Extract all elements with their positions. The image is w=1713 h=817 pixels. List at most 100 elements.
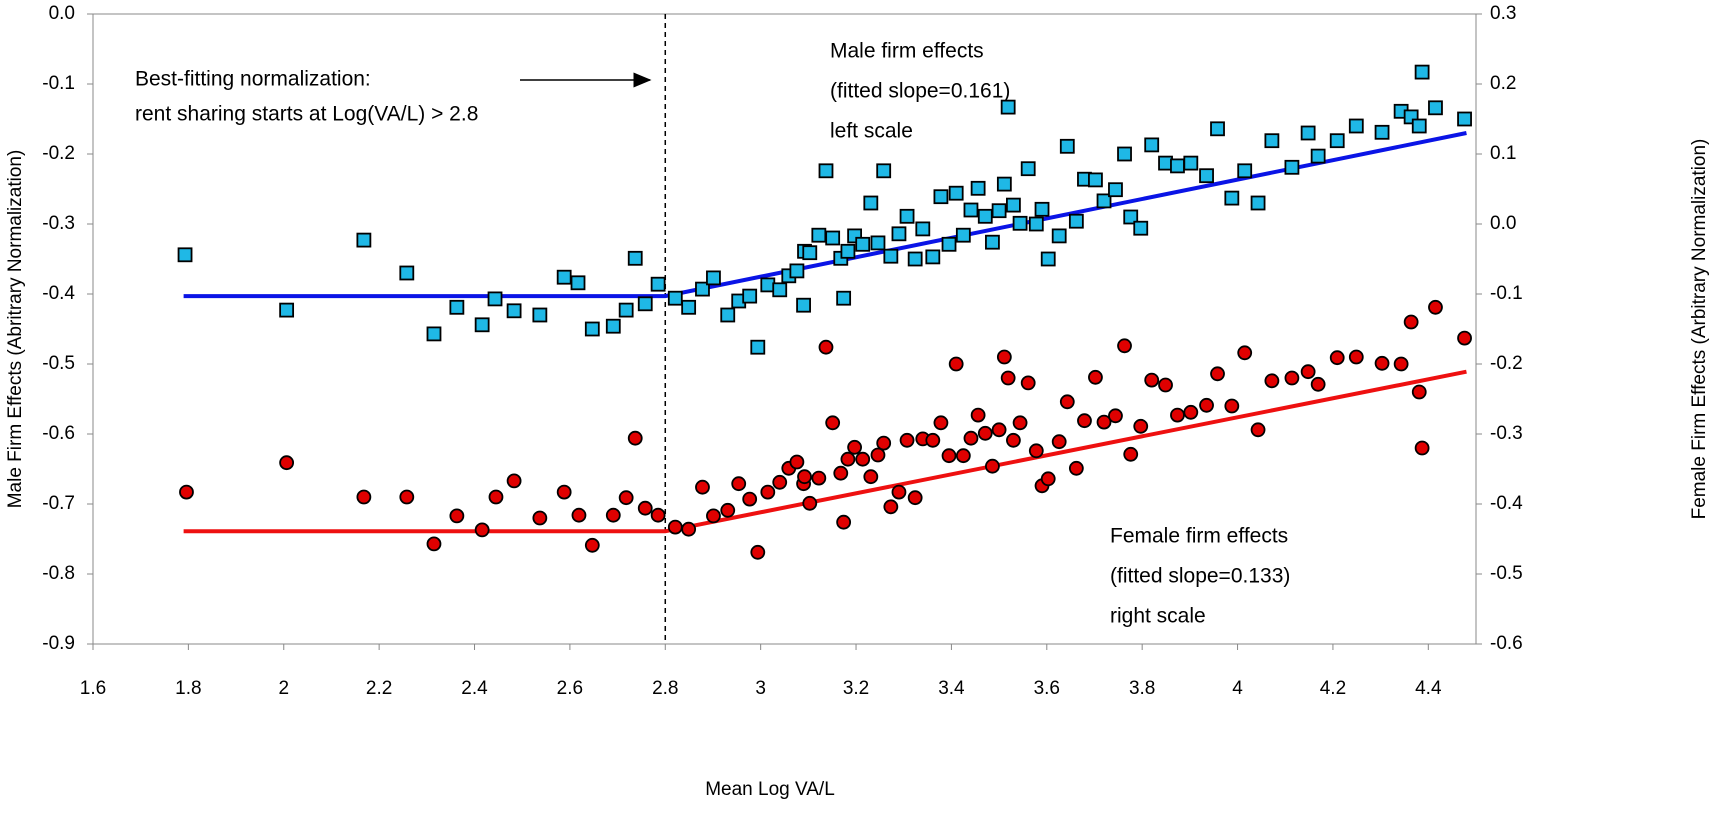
x-tick-label: 2.2 [366,678,392,699]
point [1199,168,1214,184]
point [789,454,805,470]
point [1028,216,1044,232]
point [1374,124,1390,140]
y2-tick-label: 0.3 [1490,3,1516,24]
point [1020,161,1036,177]
point [802,245,818,261]
point [706,270,721,286]
point [1108,408,1123,424]
y2-tick-label: 0.0 [1490,213,1516,234]
point [681,521,697,537]
point [1284,370,1300,386]
point [811,227,827,243]
point [883,248,899,264]
point [1096,414,1112,430]
point [637,500,653,516]
x-tick-label: 3.2 [843,678,869,699]
point [870,447,886,463]
point [681,299,697,315]
point [618,490,634,506]
point [876,163,892,179]
point [1403,314,1419,330]
point [532,510,548,526]
point [1224,398,1240,414]
point [532,307,548,323]
x-tick-label: 3.6 [1034,678,1060,699]
point [836,290,852,306]
point [474,317,490,333]
y-tick-label: -0.8 [42,563,75,584]
point [955,448,971,464]
point [1158,377,1173,393]
point [1329,350,1345,366]
point [1088,172,1103,188]
point [1170,407,1185,423]
point [1237,163,1253,179]
point [1199,397,1214,413]
point [948,185,964,201]
point [811,470,827,486]
point [833,465,849,481]
point [1051,228,1067,244]
annotation: right scale [1110,605,1206,628]
x-tick-label: 2.6 [557,678,583,699]
point [399,489,415,505]
point [449,299,465,315]
point [876,435,892,451]
point [985,234,1000,250]
point [650,507,666,523]
point [933,415,949,431]
point [556,269,572,285]
point [1210,366,1225,382]
point [1123,446,1139,462]
point [449,508,465,524]
y2-tick-label: -0.2 [1490,353,1523,374]
point [1034,201,1050,217]
point [970,180,986,196]
point [1457,111,1472,127]
point [996,349,1012,365]
point [279,455,295,471]
point [1183,404,1199,420]
point [627,430,643,446]
point [915,221,931,237]
y2-tick-label: -0.1 [1490,283,1523,304]
point [891,484,907,500]
x-axis-label: Mean Log VA/L [705,779,835,800]
point [506,473,522,489]
point [963,430,979,446]
point [1183,155,1199,171]
point [991,422,1007,438]
point [605,318,621,334]
point [1077,413,1092,429]
point [571,507,587,523]
point [1144,372,1160,388]
point [487,291,503,307]
point [818,163,834,179]
point [933,189,949,205]
point [1250,422,1266,438]
point [667,290,683,306]
point [836,514,852,530]
point [1117,338,1132,354]
point [1068,460,1084,476]
annotation: rent sharing starts at Log(VA/L) > 2.8 [135,103,478,126]
point [356,232,372,248]
point [1144,137,1160,153]
point [1428,100,1443,116]
point [1051,434,1067,450]
point [1393,356,1409,372]
point [650,276,666,292]
x-tick-label: 2.4 [461,678,488,699]
point [1310,376,1326,392]
point [977,425,993,441]
point [797,469,812,485]
point [1329,133,1345,149]
x-tick-label: 4.4 [1415,678,1442,699]
point [870,235,886,251]
y2-tick-label: 0.1 [1490,143,1516,164]
point [825,230,841,246]
point [1348,118,1364,134]
y2-tick-label: -0.4 [1490,493,1523,514]
